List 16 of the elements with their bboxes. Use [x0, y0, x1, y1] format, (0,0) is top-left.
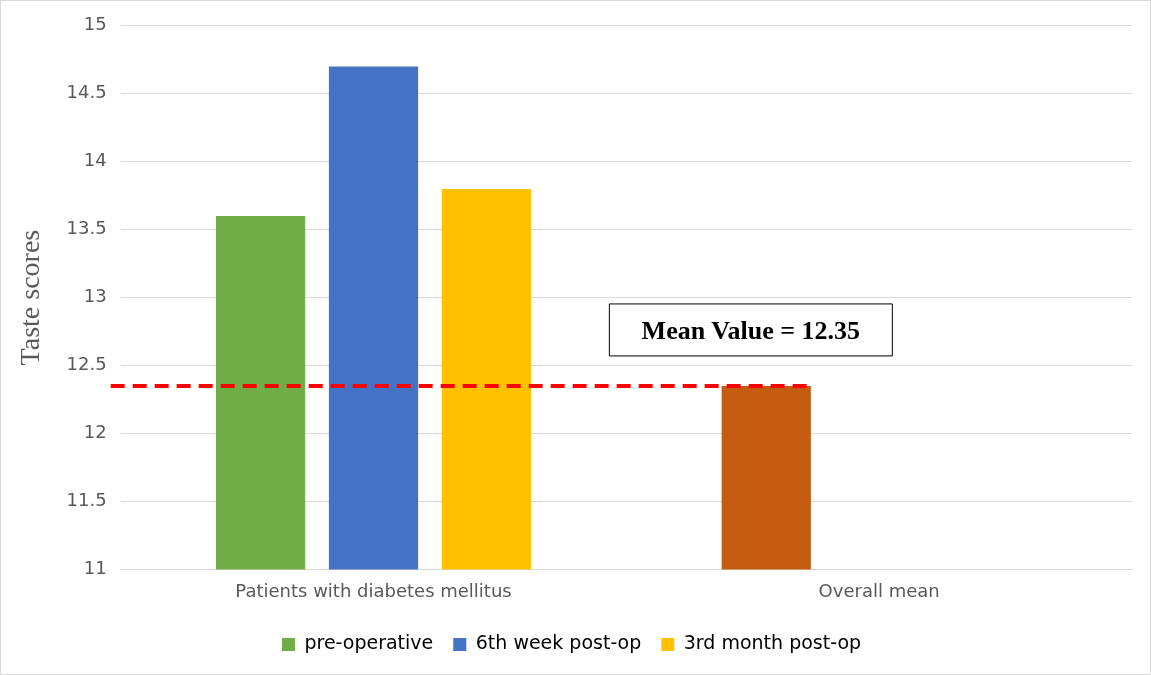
y-tick-label: 11 — [83, 557, 107, 579]
y-tick-label: 14 — [83, 149, 107, 171]
y-tick-label: 15 — [83, 13, 107, 35]
y-tick-label: 13 — [83, 285, 107, 307]
y-tick-label: 13.5 — [66, 217, 107, 239]
y-tick-label: 12.5 — [66, 353, 107, 375]
y-axis-title: Taste scores — [14, 229, 46, 366]
x-tick-label: Patients with diabetes mellitus — [235, 579, 512, 601]
legend-label: 6th week post-op — [475, 631, 642, 654]
x-tick-label: Overall mean — [818, 579, 940, 601]
legend-label: pre-operative — [304, 631, 434, 654]
ref-line-label: Mean Value = 12.35 — [641, 315, 861, 345]
y-tick-label: 12 — [83, 421, 107, 443]
y-tick-label: 11.5 — [66, 489, 107, 511]
legend-label: 3rd month post-op — [683, 631, 862, 654]
y-tick-label: 14.5 — [66, 81, 107, 103]
